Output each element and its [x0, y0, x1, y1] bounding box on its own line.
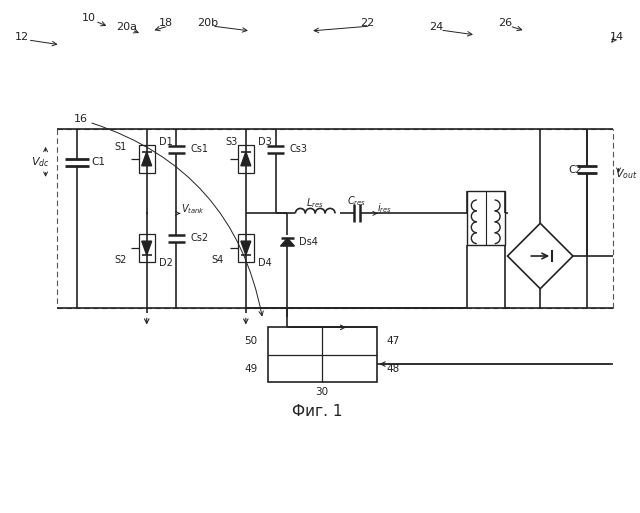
Text: $C_{res}$: $C_{res}$	[348, 194, 367, 208]
Text: S3: S3	[226, 137, 238, 147]
Bar	[238, 234, 254, 262]
Text: 14: 14	[609, 32, 623, 42]
Text: 47: 47	[387, 336, 400, 346]
Text: 50: 50	[244, 336, 258, 346]
Text: Cs1: Cs1	[190, 144, 209, 154]
Text: D1: D1	[159, 137, 172, 147]
Text: 49: 49	[244, 364, 258, 374]
Text: 18: 18	[159, 18, 173, 28]
Bar	[139, 234, 155, 262]
Text: 16: 16	[74, 114, 88, 124]
Text: 26: 26	[499, 18, 513, 28]
Polygon shape	[241, 152, 251, 166]
Text: D2: D2	[159, 258, 172, 268]
Text: C2: C2	[569, 165, 583, 175]
Text: $V_{tank}$: $V_{tank}$	[181, 203, 205, 216]
Text: $L_{res}$: $L_{res}$	[307, 196, 324, 210]
Polygon shape	[280, 238, 294, 246]
Text: D4: D4	[258, 258, 271, 268]
Text: 20b: 20b	[198, 18, 219, 28]
Text: 12: 12	[15, 32, 29, 42]
Text: 20a: 20a	[116, 22, 138, 32]
Text: 48: 48	[387, 364, 400, 374]
Text: 24: 24	[429, 22, 444, 32]
Text: S2: S2	[115, 255, 127, 265]
Text: $i_{res}$: $i_{res}$	[377, 202, 392, 215]
Text: S4: S4	[212, 255, 224, 265]
Bar	[268, 327, 377, 382]
Text: $V_{dc}$: $V_{dc}$	[31, 155, 49, 169]
Text: Ds4: Ds4	[300, 237, 318, 247]
Text: Cs3: Cs3	[289, 144, 307, 154]
Polygon shape	[141, 241, 152, 255]
Bar	[238, 145, 254, 173]
Text: D3: D3	[258, 137, 271, 147]
Text: 30: 30	[316, 387, 329, 397]
Bar	[467, 191, 504, 245]
Polygon shape	[241, 241, 251, 255]
Bar	[139, 145, 155, 173]
Text: 22: 22	[360, 18, 374, 28]
Text: $V_{out}$: $V_{out}$	[614, 167, 637, 181]
Text: Фиг. 1: Фиг. 1	[292, 404, 342, 419]
Text: 10: 10	[82, 13, 96, 23]
Text: S1: S1	[115, 142, 127, 152]
Text: C1: C1	[91, 157, 105, 167]
Polygon shape	[141, 152, 152, 166]
Text: Cs2: Cs2	[190, 233, 209, 243]
